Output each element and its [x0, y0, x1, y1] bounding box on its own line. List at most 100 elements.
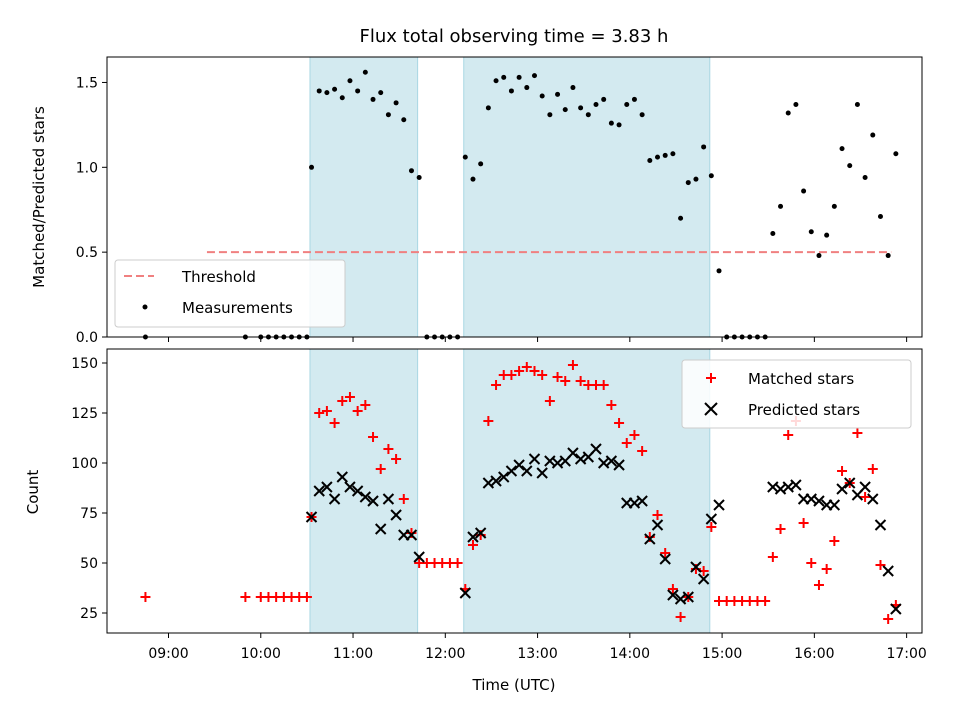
measurement-point	[347, 78, 353, 84]
measurement-point	[877, 214, 883, 220]
measurement-point	[493, 78, 499, 84]
predicted-star-point	[651, 519, 664, 531]
matched-star-point	[867, 464, 878, 474]
matched-star-point	[660, 548, 671, 558]
matched-star-point	[875, 560, 886, 570]
measurement-point	[893, 151, 899, 157]
measurement-point	[370, 96, 376, 102]
matched-star-point	[852, 428, 863, 438]
measurement-point	[693, 176, 699, 182]
legend-measurements-label: Measurements	[182, 299, 293, 317]
x-tick-label: 15:00	[702, 646, 742, 662]
measurement-point	[793, 102, 799, 108]
bottom-y-tick-label: 125	[71, 406, 98, 422]
observing-window-1	[463, 56, 711, 338]
measurement-point	[616, 122, 622, 128]
top-observing-windows	[309, 56, 711, 338]
predicted-star-point	[498, 471, 510, 483]
legend-measurements-swatch	[142, 304, 148, 310]
bottom-y-axis-label: Count	[24, 470, 42, 515]
predicted-star-point	[405, 529, 418, 541]
predicted-star-point	[521, 465, 533, 477]
matched-star-point	[567, 360, 578, 370]
matched-star-point	[806, 558, 817, 568]
matched-star-point	[667, 584, 678, 594]
matched-star-point	[240, 592, 251, 602]
predicted-star-point	[705, 513, 718, 525]
matched-star-point	[537, 370, 548, 380]
matched-star-point	[375, 464, 386, 474]
matched-star-point	[675, 612, 686, 622]
predicted-star-point	[659, 553, 671, 565]
predicted-star-point	[382, 493, 395, 505]
measurement-point	[778, 203, 784, 209]
measurement-point	[578, 105, 584, 111]
bottom-axes-frame	[106, 348, 923, 634]
matched-star-point	[337, 396, 348, 406]
measurement-point	[470, 176, 476, 182]
measurement-point	[508, 88, 514, 94]
matched-star-point	[860, 492, 871, 502]
chart-title: Flux total observing time = 3.83 h	[360, 26, 669, 47]
matched-star-point	[560, 376, 571, 386]
observing-window-1	[463, 348, 711, 634]
matched-star-point	[783, 430, 794, 440]
matched-star-point	[652, 510, 663, 520]
measurement-point	[885, 253, 891, 259]
measurement-point	[393, 100, 399, 106]
predicted-star-point	[367, 495, 379, 507]
matched-star-point	[506, 370, 517, 380]
measurement-point	[531, 73, 537, 79]
legend-predicted-label: Predicted stars	[748, 401, 860, 419]
predicted-star-point	[636, 495, 648, 507]
measurement-point	[378, 90, 384, 96]
predicted-star-point	[351, 485, 364, 497]
x-tick-label: 11:00	[333, 646, 373, 662]
measurement-point	[770, 230, 776, 236]
predicted-star-point	[459, 587, 471, 599]
measurement-point	[601, 96, 607, 102]
bottom-y-tick-label: 25	[80, 606, 98, 622]
bottom-y-tick-label: 150	[71, 356, 98, 372]
predicted-star-point	[505, 465, 518, 477]
predicted-star-point	[567, 447, 579, 459]
measurement-point	[685, 180, 691, 186]
measurement-point	[547, 112, 553, 118]
bottom-legend-box	[681, 359, 912, 429]
top-y-axis: 0.0 0.5 1.0 1.5	[76, 75, 107, 346]
measurement-point	[408, 168, 414, 174]
predicted-star-point	[328, 493, 341, 505]
x-tick-label: 17:00	[886, 646, 926, 662]
matched-star-point	[614, 418, 625, 428]
matched-star-point	[398, 494, 409, 504]
measurement-point	[870, 132, 876, 138]
predicted-star-point	[859, 481, 871, 493]
measurement-point	[854, 102, 860, 108]
measurement-point	[716, 268, 722, 274]
top-y-tick-label: 1.0	[76, 160, 98, 176]
top-y-tick-label: 1.5	[76, 75, 98, 91]
x-tick-label: 10:00	[241, 646, 281, 662]
legend-matched-label: Matched stars	[748, 370, 854, 388]
measurement-point	[831, 203, 837, 209]
measurement-point	[639, 112, 645, 118]
matched-star-point	[798, 518, 809, 528]
matched-star-point	[529, 366, 540, 376]
measurement-point	[847, 163, 853, 169]
predicted-star-point	[590, 443, 602, 455]
matched-star-point	[637, 446, 648, 456]
matched-star-point	[606, 400, 617, 410]
measurement-point	[516, 74, 522, 80]
predicted-star-point	[375, 523, 387, 535]
legend-predicted-swatch	[704, 402, 718, 416]
measurement-point	[562, 107, 568, 113]
predicted-star-point	[513, 459, 525, 471]
matched-star-point	[629, 430, 640, 440]
x-tick-label: 14:00	[610, 646, 650, 662]
predicted-star-point	[390, 509, 402, 521]
measurement-point	[785, 110, 791, 116]
top-axes-frame	[106, 56, 923, 338]
predicted-star-point	[844, 477, 856, 489]
matched-star-point	[760, 596, 771, 606]
measurement-point	[316, 88, 322, 94]
